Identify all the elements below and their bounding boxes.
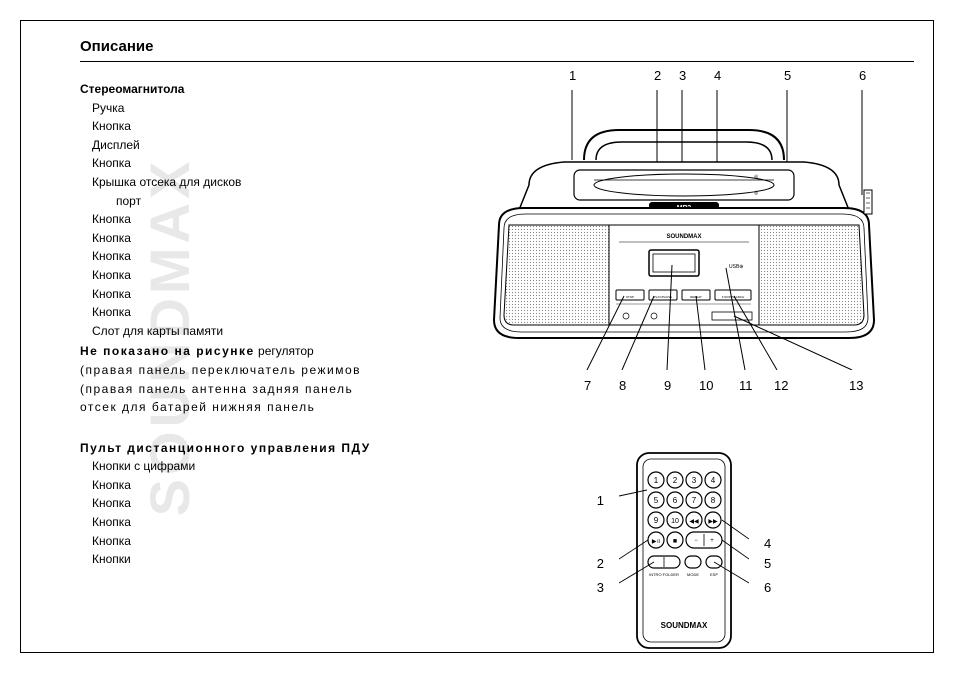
callout-number: 11 bbox=[739, 378, 753, 393]
svg-text:8: 8 bbox=[711, 496, 716, 505]
boombox-svg: ◎ ◎ MP3 SOUNDMAX USB⊕ bbox=[454, 90, 914, 370]
svg-text:STOP: STOP bbox=[626, 295, 634, 299]
remote-heading: Пульт дистанционного управления ПДУ bbox=[80, 439, 440, 458]
page-title: Описание bbox=[80, 38, 914, 62]
svg-text:F.SKIP/SEARCH: F.SKIP/SEARCH bbox=[722, 295, 745, 299]
list-item: Кнопка bbox=[80, 303, 440, 322]
top-callout-labels: 1 2 3 4 5 6 bbox=[454, 68, 914, 90]
svg-text:■: ■ bbox=[673, 538, 677, 545]
svg-text:PLAY/PAUSE: PLAY/PAUSE bbox=[654, 295, 672, 299]
svg-text:3: 3 bbox=[692, 476, 697, 485]
svg-text:+: + bbox=[710, 538, 714, 544]
usb-label: USB⊕ bbox=[729, 264, 743, 270]
bottom-callout-labels: 7 8 9 10 11 12 13 bbox=[454, 376, 914, 398]
boombox-diagram: 123456 ◎ ◎ MP3 bbox=[454, 68, 914, 398]
remote-list: Кнопки с цифрамиКнопкаКнопкаКнопкаКнопка… bbox=[80, 457, 440, 569]
boombox-brand: SOUNDMAX bbox=[666, 234, 701, 240]
list-item: Кнопка bbox=[80, 476, 440, 495]
stereo-list: РучкаКнопкаДисплейКнопкаКрышка отсека дл… bbox=[80, 99, 440, 341]
callout-number: 1 bbox=[597, 493, 604, 508]
callout-number: 2 bbox=[654, 68, 661, 83]
text-column: Стереомагнитола РучкаКнопкаДисплейКнопка… bbox=[80, 80, 440, 569]
remote-svg: 1 2 3 4 5 6 7 8 9 10 ◀◀ ▶▶ ▶॥ ■ − + INTR… bbox=[619, 448, 749, 658]
list-item: Кнопка bbox=[80, 532, 440, 551]
list-item: Кнопки bbox=[80, 550, 440, 569]
callout-number: 12 bbox=[774, 378, 788, 393]
svg-text:MODE: MODE bbox=[687, 572, 699, 577]
callout-number: 8 bbox=[619, 378, 626, 393]
callout-number: 6 bbox=[764, 580, 771, 595]
list-item: Ручка bbox=[80, 99, 440, 118]
list-item: Кнопка bbox=[80, 494, 440, 513]
svg-text:9: 9 bbox=[654, 516, 659, 525]
svg-text:4: 4 bbox=[711, 476, 716, 485]
callout-number: 10 bbox=[699, 378, 713, 393]
list-item: Кнопки с цифрами bbox=[80, 457, 440, 476]
list-item: Крышка отсека для дисков bbox=[80, 173, 440, 192]
remote-diagram: 1 2 3 1 2 3 4 5 6 7 8 9 10 ◀◀ ▶▶ ▶॥ ■ − + bbox=[544, 448, 824, 658]
cd-icon: ◎ bbox=[754, 174, 759, 180]
not-shown-tail: регулятор bbox=[255, 344, 314, 358]
svg-text:1: 1 bbox=[654, 476, 659, 485]
svg-text:◀◀: ◀◀ bbox=[689, 519, 699, 525]
svg-text:2: 2 bbox=[673, 476, 678, 485]
list-item: Дисплей bbox=[80, 136, 440, 155]
svg-text:6: 6 bbox=[673, 496, 678, 505]
callout-number: 5 bbox=[764, 556, 771, 571]
remote-brand: SOUNDMAX bbox=[661, 621, 708, 630]
callout-number: 3 bbox=[679, 68, 686, 83]
callout-number: 3 bbox=[597, 580, 604, 595]
svg-text:7: 7 bbox=[692, 496, 697, 505]
not-shown-line2: (правая панель переключатель режимов bbox=[80, 361, 440, 380]
svg-text:▶▶: ▶▶ bbox=[708, 519, 718, 525]
callout-number: 4 bbox=[714, 68, 721, 83]
list-item: Кнопка bbox=[80, 210, 440, 229]
callout-number: 9 bbox=[664, 378, 671, 393]
list-item: Кнопка bbox=[80, 247, 440, 266]
list-item: порт bbox=[80, 192, 440, 211]
list-item: Кнопка bbox=[80, 513, 440, 532]
callout-number: 7 bbox=[584, 378, 591, 393]
not-shown-line4: отсек для батарей нижняя панель bbox=[80, 398, 440, 417]
list-item: Кнопка bbox=[80, 266, 440, 285]
list-item: Кнопка bbox=[80, 285, 440, 304]
svg-text:10: 10 bbox=[671, 518, 679, 525]
svg-text:−: − bbox=[694, 538, 698, 544]
callout-number: 1 bbox=[569, 68, 576, 83]
list-item: Слот для карты памяти bbox=[80, 322, 440, 341]
callout-number: 4 bbox=[764, 536, 771, 551]
callout-number: 6 bbox=[859, 68, 866, 83]
svg-text:ESP: ESP bbox=[710, 572, 718, 577]
callout-number: 13 bbox=[849, 378, 863, 393]
svg-text:INTRO FOLDER: INTRO FOLDER bbox=[649, 572, 679, 577]
list-item: Кнопка bbox=[80, 117, 440, 136]
callout-number: 5 bbox=[784, 68, 791, 83]
list-item: Кнопка bbox=[80, 229, 440, 248]
not-shown-line3: (правая панель антенна задняя панель bbox=[80, 380, 440, 399]
svg-text:5: 5 bbox=[654, 496, 659, 505]
not-shown-lead: Не показано на рисунке bbox=[80, 344, 255, 358]
content-area: Описание Стереомагнитола РучкаКнопкаДисп… bbox=[80, 38, 914, 633]
list-item: Кнопка bbox=[80, 154, 440, 173]
cd-icon: ◎ bbox=[754, 190, 759, 196]
stereo-heading: Стереомагнитола bbox=[80, 80, 440, 99]
callout-number: 2 bbox=[597, 556, 604, 571]
not-shown-block: Не показано на рисунке регулятор (правая… bbox=[80, 342, 440, 416]
svg-text:▶॥: ▶॥ bbox=[652, 539, 660, 545]
